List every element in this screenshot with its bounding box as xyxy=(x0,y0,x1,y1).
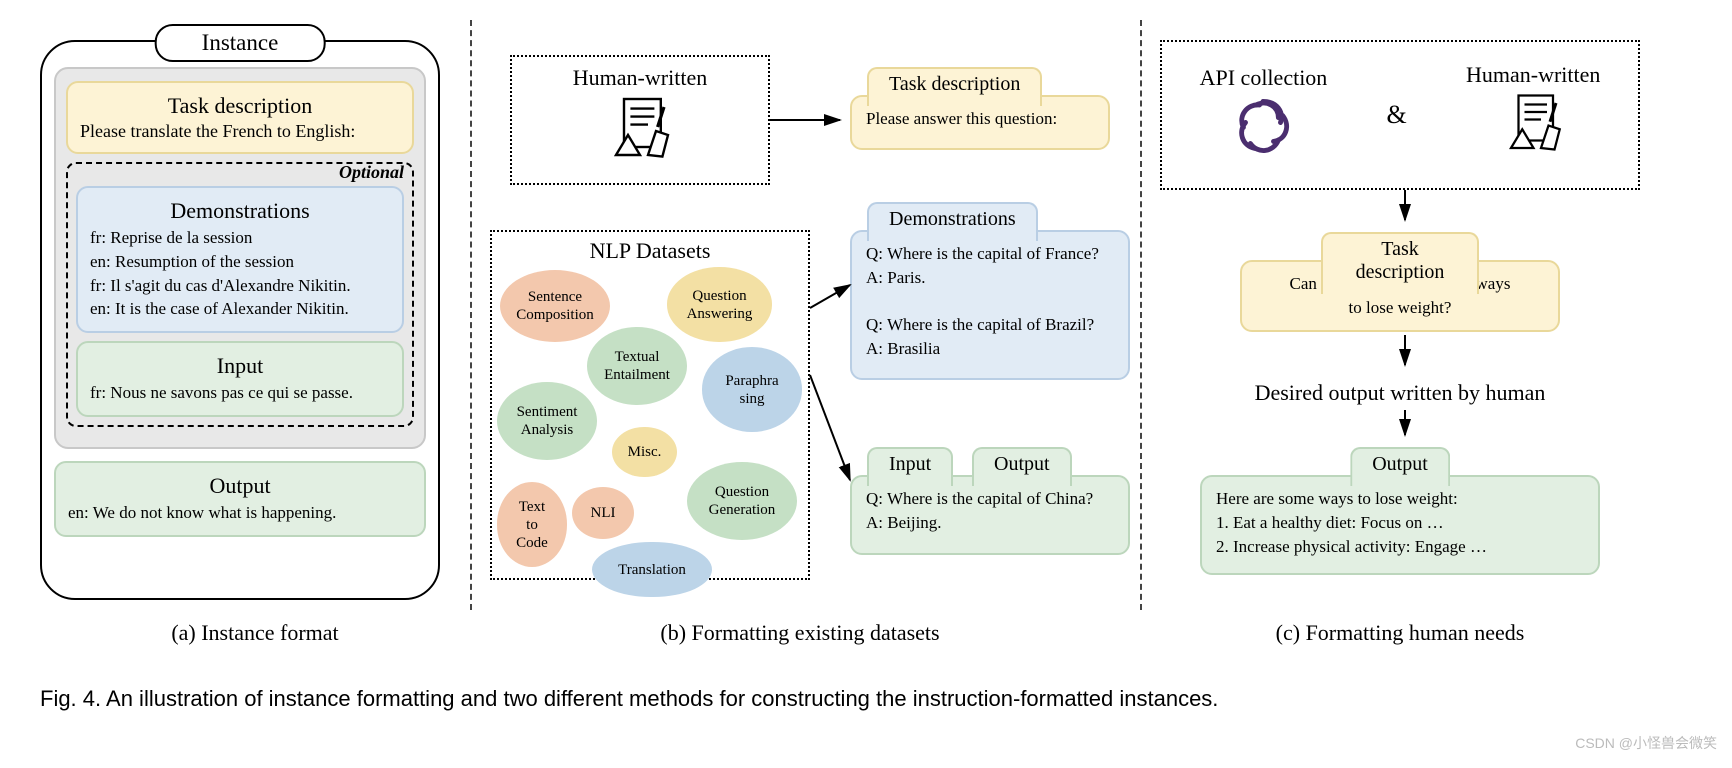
bubble-sentiment: SentimentAnalysis xyxy=(497,382,597,460)
bubble-qg: QuestionGeneration xyxy=(687,462,797,540)
input-card: Input fr: Nous ne savons pas ce qui se p… xyxy=(76,341,404,417)
api-human-box: API collection & Human-written xyxy=(1160,40,1640,190)
panel-c: API collection & Human-written xyxy=(1130,20,1670,610)
task-title: Task description xyxy=(80,93,400,119)
c-output-tab: Output xyxy=(1350,447,1450,486)
demo-title: Demonstrations xyxy=(90,198,390,224)
output-card: Output en: We do not know what is happen… xyxy=(54,461,426,537)
task-card: Task description Please translate the Fr… xyxy=(66,81,414,154)
output-content: en: We do not know what is happening. xyxy=(68,501,412,525)
c-output-card: Output Here are some ways to lose weight… xyxy=(1200,475,1600,575)
bubble-qa: QuestionAnswering xyxy=(667,267,772,342)
human-written-box: Human-written xyxy=(510,55,770,185)
arrow-c2 xyxy=(1395,335,1415,375)
caption-b: (b) Formatting existing datasets xyxy=(470,620,1130,646)
bubble-misc: Misc. xyxy=(612,427,677,477)
b-task-tab: Task description xyxy=(867,67,1042,106)
sub-captions: (a) Instance format (b) Formatting exist… xyxy=(0,620,1732,646)
human-written-label: Human-written xyxy=(526,65,754,91)
divider-1 xyxy=(470,20,472,610)
api-label: API collection xyxy=(1200,65,1328,91)
bubble-textual: TextualEntailment xyxy=(587,327,687,405)
b-output-tab: Output xyxy=(972,447,1072,486)
b-demo-tab: Demonstrations xyxy=(867,202,1038,241)
task-content: Please translate the French to English: xyxy=(80,121,400,142)
optional-label: Optional xyxy=(339,162,404,183)
caption-c: (c) Formatting human needs xyxy=(1130,620,1670,646)
bubble-paraphrasing: Paraphrasing xyxy=(702,347,802,432)
c-middle-text: Desired output written by human xyxy=(1160,380,1640,406)
demo-card: Demonstrations fr: Reprise de la session… xyxy=(76,186,404,333)
nlp-datasets-box: NLP Datasets SentenceComposition Questio… xyxy=(490,230,810,580)
api-col: API collection xyxy=(1200,65,1328,166)
b-io-content: Q: Where is the capital of China? A: Bei… xyxy=(866,487,1114,535)
input-content: fr: Nous ne savons pas ce qui se passe. xyxy=(90,381,390,405)
nlp-title: NLP Datasets xyxy=(492,238,808,264)
ampersand: & xyxy=(1387,100,1407,130)
figure-panels: Instance Task description Please transla… xyxy=(0,0,1732,620)
bubble-sentence-composition: SentenceComposition xyxy=(500,270,610,342)
openai-icon xyxy=(1228,91,1298,161)
c-output-content: Here are some ways to lose weight: 1. Ea… xyxy=(1216,487,1584,558)
human-col: Human-written xyxy=(1466,62,1600,168)
output-title: Output xyxy=(68,473,412,499)
b-demo-card: Demonstrations Q: Where is the capital o… xyxy=(850,230,1130,380)
optional-box: Optional Demonstrations fr: Reprise de l… xyxy=(66,162,414,427)
instance-box: Instance Task description Please transla… xyxy=(40,40,440,600)
gray-container: Task description Please translate the Fr… xyxy=(54,67,426,449)
writing-hand-icon xyxy=(1496,88,1571,163)
arrow-c1 xyxy=(1395,190,1415,230)
b-io-card: Input Output Q: Where is the capital of … xyxy=(850,475,1130,555)
divider-2 xyxy=(1140,20,1142,610)
arrow-nlp-to-demo xyxy=(810,280,860,310)
arrow-hw-to-task xyxy=(770,105,850,135)
human-label: Human-written xyxy=(1466,62,1600,88)
bubble-nli: NLI xyxy=(572,487,634,539)
panel-b: Human-written NLP Datasets SentenceCompo… xyxy=(470,20,1130,610)
b-task-card: Task description Please answer this ques… xyxy=(850,95,1110,150)
arrow-nlp-to-io xyxy=(810,370,860,490)
writing-hand-icon xyxy=(600,91,680,171)
figure-caption: Fig. 4. An illustration of instance form… xyxy=(0,646,1732,712)
demo-content: fr: Reprise de la session en: Resumption… xyxy=(90,226,390,321)
c-task-card: Task description Can you recommend some … xyxy=(1240,260,1560,332)
bubble-text-to-code: TexttoCode xyxy=(497,482,567,567)
c-task-tab: Task description xyxy=(1321,232,1479,294)
bubble-translation: Translation xyxy=(592,542,712,597)
instance-label: Instance xyxy=(155,24,326,62)
caption-a: (a) Instance format xyxy=(40,620,470,646)
input-title: Input xyxy=(90,353,390,379)
arrow-c3 xyxy=(1395,410,1415,445)
b-demo-content: Q: Where is the capital of France? A: Pa… xyxy=(866,242,1114,361)
b-input-tab: Input xyxy=(867,447,953,486)
watermark: CSDN @小怪兽会微笑 xyxy=(1575,733,1717,753)
b-task-content: Please answer this question: xyxy=(866,107,1094,131)
panel-a: Instance Task description Please transla… xyxy=(40,20,470,610)
